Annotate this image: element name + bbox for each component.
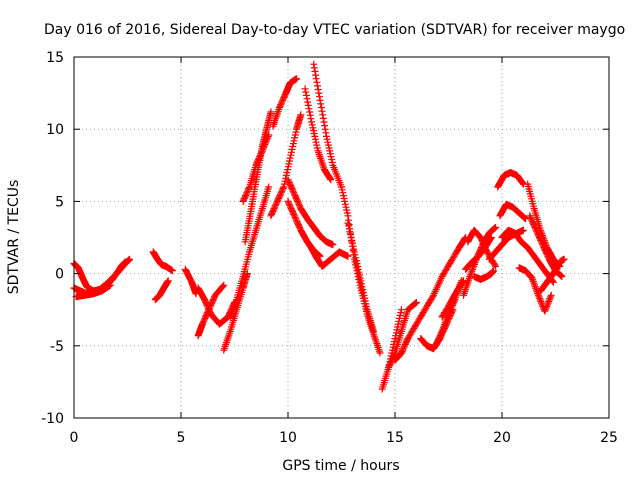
- series-arc-30: [464, 226, 500, 270]
- series-arc-39: [537, 255, 568, 295]
- series-arc-13: [267, 111, 305, 220]
- y-tick-label: 15: [46, 50, 64, 66]
- series-arc-24: [391, 234, 470, 364]
- series-markers: [226, 183, 273, 321]
- series-markers: [301, 85, 335, 184]
- series-arc-31: [470, 267, 497, 283]
- y-tick-label: -5: [50, 339, 64, 355]
- x-axis-label: GPS time / hours: [282, 458, 399, 474]
- x-tick-label: 20: [493, 430, 511, 446]
- series-markers: [391, 234, 470, 364]
- series-arc-19: [305, 241, 352, 270]
- series-arc-6: [181, 265, 200, 298]
- series-markers: [151, 277, 172, 304]
- series-markers: [515, 264, 555, 315]
- series-markers: [385, 299, 420, 371]
- series-arc-3: [72, 281, 114, 301]
- series-markers: [344, 219, 378, 335]
- series-markers: [269, 75, 301, 130]
- series-arc-36: [515, 264, 555, 315]
- series-arc-4: [149, 248, 176, 275]
- series-markers: [284, 176, 337, 249]
- series-markers: [537, 255, 568, 295]
- series-markers: [305, 241, 352, 270]
- series-arc-14: [269, 75, 301, 130]
- plot-frame: [73, 56, 610, 419]
- series-markers: [496, 200, 529, 223]
- series-arc-34: [496, 200, 529, 223]
- x-tick-label: 0: [70, 430, 79, 446]
- series-arc-23: [385, 299, 420, 371]
- series-arc-10: [226, 183, 273, 321]
- series-arc-12: [239, 131, 273, 205]
- series-arc-21: [344, 219, 378, 335]
- series-markers: [498, 226, 557, 286]
- series-markers: [239, 131, 273, 205]
- x-tick-label: 10: [279, 430, 297, 446]
- series-markers: [494, 169, 527, 191]
- series-markers: [438, 277, 467, 321]
- y-tick-label: 10: [46, 122, 64, 138]
- series-arc-5: [151, 277, 172, 304]
- x-tick-label: 5: [177, 430, 186, 446]
- series-markers: [470, 267, 497, 283]
- series-arc-33: [494, 169, 527, 191]
- series-markers: [267, 111, 305, 220]
- series-markers: [149, 248, 176, 275]
- y-tick-label: -10: [41, 411, 64, 427]
- series-arc-17: [301, 85, 335, 184]
- data-points: [70, 60, 568, 393]
- series-arc-35: [498, 226, 557, 286]
- x-tick-label: 15: [386, 430, 404, 446]
- y-tick-label: 5: [55, 194, 64, 210]
- y-axis-label: SDTVAR / TECUs: [6, 180, 22, 295]
- series-arc-27: [438, 277, 467, 321]
- series-arc-18: [310, 60, 345, 191]
- y-tick-label: 0: [55, 267, 64, 283]
- ticks: 0 5 10 15 20 25 -10 -5 0 5 10 15: [41, 50, 618, 446]
- series-arc-15: [284, 176, 337, 249]
- series-markers: [72, 281, 114, 301]
- series-markers: [464, 226, 500, 270]
- series-markers: [181, 265, 200, 298]
- chart-title: Day 016 of 2016, Sidereal Day-to-day VTE…: [44, 22, 625, 38]
- series-markers: [310, 60, 345, 191]
- x-tick-label: 25: [600, 430, 618, 446]
